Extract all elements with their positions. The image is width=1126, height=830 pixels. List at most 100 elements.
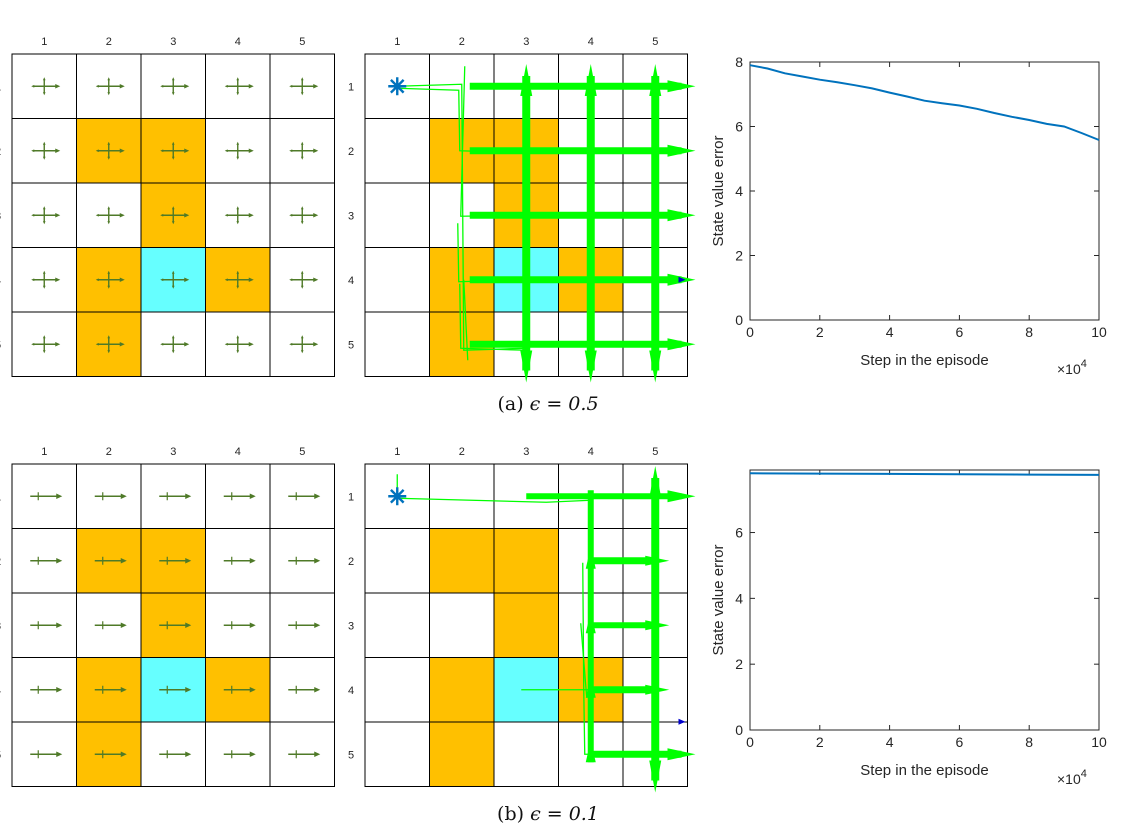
- arrow-head: [119, 342, 125, 347]
- cell: [364, 721, 430, 787]
- trajectory-spike: [584, 64, 597, 96]
- arrow-head: [95, 149, 99, 153]
- arrow-head: [236, 221, 240, 225]
- policy-arrow: [94, 492, 127, 501]
- arrow-head: [31, 278, 35, 282]
- arrow-head: [107, 141, 111, 145]
- arrow-head: [42, 335, 46, 339]
- col-tick-label: 1: [41, 36, 47, 48]
- row-a-policy-arrows: [31, 77, 319, 354]
- row-tick-label: 3: [0, 620, 1, 632]
- arrow-head: [160, 149, 164, 153]
- arrow-head: [236, 350, 240, 354]
- arrow-head: [236, 270, 240, 274]
- policy-arrow: [288, 556, 321, 565]
- col-tick-label: 4: [588, 446, 594, 458]
- cell: [364, 182, 430, 248]
- policy-arrow: [160, 206, 190, 225]
- arrow-head: [107, 156, 111, 160]
- arrow-head: [300, 206, 304, 210]
- x-axis-exponent: ×104: [1057, 768, 1087, 787]
- arrow-head: [184, 148, 190, 153]
- arrow-head: [289, 84, 293, 88]
- col-tick-label: 2: [459, 446, 465, 458]
- arrow-head: [107, 221, 111, 225]
- forbidden-cell: [493, 528, 559, 594]
- policy-arrow: [94, 556, 127, 565]
- cell: [493, 721, 559, 787]
- arrow-head: [300, 141, 304, 145]
- arrow-head: [171, 285, 175, 289]
- arrow-head: [107, 206, 111, 210]
- arrow-head: [184, 277, 190, 282]
- x-axis-label: Step in the episode: [860, 352, 988, 369]
- policy-arrow: [95, 141, 125, 160]
- state-value-error-line: [749, 472, 1100, 476]
- y-axis-label: State value error: [710, 136, 727, 247]
- trajectory-spike: [649, 466, 662, 498]
- trajectory-spike: [585, 546, 596, 569]
- row-tick-label: 1: [348, 491, 354, 503]
- arrow-head: [224, 149, 228, 153]
- arrow-head: [236, 92, 240, 96]
- arrow-head: [236, 206, 240, 210]
- trajectory-path: [459, 283, 527, 351]
- arrow-head: [249, 687, 256, 693]
- arrow-head: [107, 92, 111, 96]
- x-tick-label: 6: [956, 324, 964, 340]
- arrow-head: [236, 156, 240, 160]
- arrow-head: [107, 335, 111, 339]
- y-tick-label: 4: [735, 183, 743, 199]
- arrow-head: [160, 213, 164, 217]
- policy-arrow: [160, 77, 190, 96]
- policy-arrow: [160, 270, 190, 289]
- arrow-head: [300, 77, 304, 81]
- trajectory-path: [463, 279, 469, 361]
- arrow-head: [184, 213, 190, 218]
- y-tick-label: 4: [735, 590, 743, 606]
- policy-arrow: [95, 77, 125, 96]
- arrow-head: [313, 277, 319, 282]
- arrow-head: [56, 687, 63, 693]
- forbidden-cell: [429, 721, 495, 787]
- arrow-head: [314, 493, 321, 499]
- row-tick-label: 1: [0, 491, 1, 503]
- policy-arrow: [159, 556, 192, 565]
- policy-arrow: [289, 270, 319, 289]
- col-tick-label: 5: [652, 36, 658, 48]
- arrow-head: [300, 221, 304, 225]
- trajectory-spike: [649, 64, 662, 96]
- row-tick-label: 4: [0, 685, 1, 697]
- arrow-head: [314, 558, 321, 564]
- policy-arrow: [224, 270, 254, 289]
- policy-arrow: [30, 685, 63, 694]
- arrow-head: [313, 342, 319, 347]
- forbidden-cell: [76, 311, 142, 377]
- arrow-head: [224, 278, 228, 282]
- forbidden-cell: [140, 118, 206, 184]
- start-marker-stroke: [390, 489, 405, 504]
- arrow-head: [42, 270, 46, 274]
- arrow-head: [55, 342, 61, 347]
- arrow-head: [160, 84, 164, 88]
- arrow-head: [31, 342, 35, 346]
- policy-arrow: [31, 270, 61, 289]
- trajectory-spike: [520, 350, 533, 383]
- y-tick-label: 0: [735, 312, 743, 328]
- arrow-head: [95, 213, 99, 217]
- arrow-head: [119, 277, 125, 282]
- arrow-head: [249, 622, 256, 628]
- arrow-head: [95, 342, 99, 346]
- arrow-head: [160, 342, 164, 346]
- arrow-head: [119, 213, 125, 218]
- col-tick-label: 2: [106, 36, 112, 48]
- row-b-trajectory: [388, 466, 696, 793]
- arrow-head: [120, 687, 127, 693]
- trajectory-path: [397, 497, 591, 503]
- trajectory-end-arrow: [678, 276, 686, 283]
- trajectory-spike: [667, 80, 696, 93]
- arrow-head: [171, 141, 175, 145]
- policy-arrow: [224, 206, 254, 225]
- start-marker: [388, 487, 407, 506]
